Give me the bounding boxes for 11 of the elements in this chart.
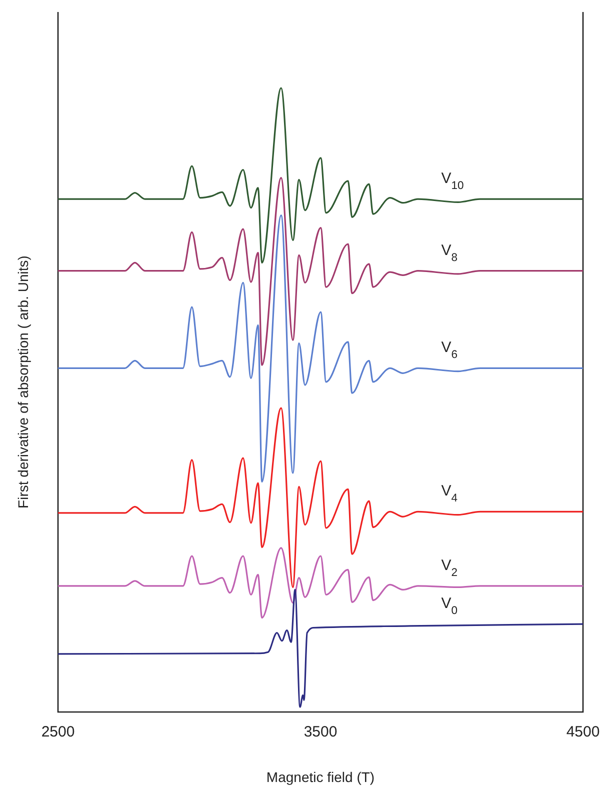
series-label: V$_{8}$ bbox=[441, 242, 458, 264]
x-tick-label: 2500 bbox=[41, 724, 75, 741]
x-tick-label: 3500 bbox=[304, 724, 338, 741]
x-tick-label: 4500 bbox=[566, 724, 600, 741]
series-label: V$_{4}$ bbox=[441, 482, 458, 505]
series-label: V$_{10}$ bbox=[441, 170, 464, 192]
y-axis-title: First derivative of absorption ( arb. Units) bbox=[15, 256, 31, 508]
series-label: V$_{2}$ bbox=[441, 556, 458, 579]
series-label: V$_{6}$ bbox=[441, 339, 458, 362]
x-axis-title: Magnetic field (T) bbox=[266, 769, 375, 785]
series-label: V$_{0}$ bbox=[441, 595, 458, 618]
